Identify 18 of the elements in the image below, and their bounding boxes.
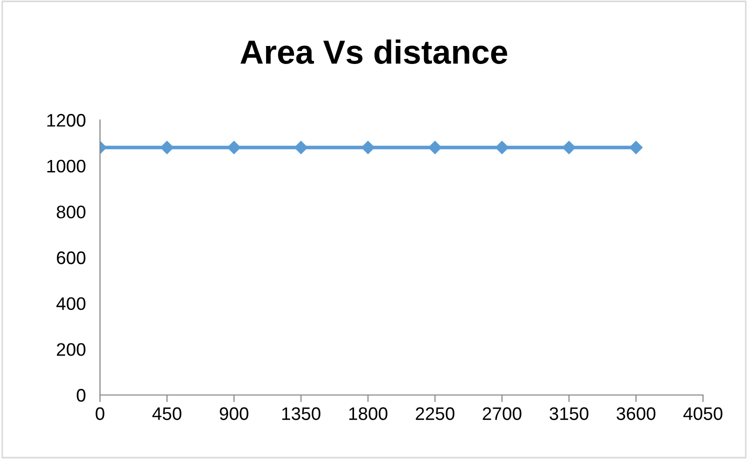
x-tick-label: 0 bbox=[96, 407, 104, 420]
x-tick-label: 1800 bbox=[349, 407, 388, 420]
y-tick-label: 800 bbox=[56, 206, 86, 218]
y-tick-label: 1200 bbox=[47, 114, 86, 127]
y-tick-label: 600 bbox=[56, 251, 86, 264]
x-tick-label: 450 bbox=[152, 407, 182, 420]
x-tick-label: 900 bbox=[220, 407, 248, 420]
x-tick-label: 3150 bbox=[550, 407, 588, 420]
x-tick-label: 4050 bbox=[683, 407, 722, 420]
y-tick-label: 0 bbox=[76, 388, 86, 402]
x-tick-label: 2250 bbox=[416, 407, 454, 420]
y-tick-label: 200 bbox=[56, 343, 86, 356]
x-tick-label: 3600 bbox=[616, 407, 656, 420]
chart-title: Area Vs distance bbox=[240, 39, 508, 64]
x-tick-label: 1350 bbox=[282, 407, 320, 420]
y-tick-label: 400 bbox=[56, 297, 86, 310]
y-tick-label: 1000 bbox=[47, 160, 86, 173]
x-tick-label: 2700 bbox=[482, 407, 522, 420]
